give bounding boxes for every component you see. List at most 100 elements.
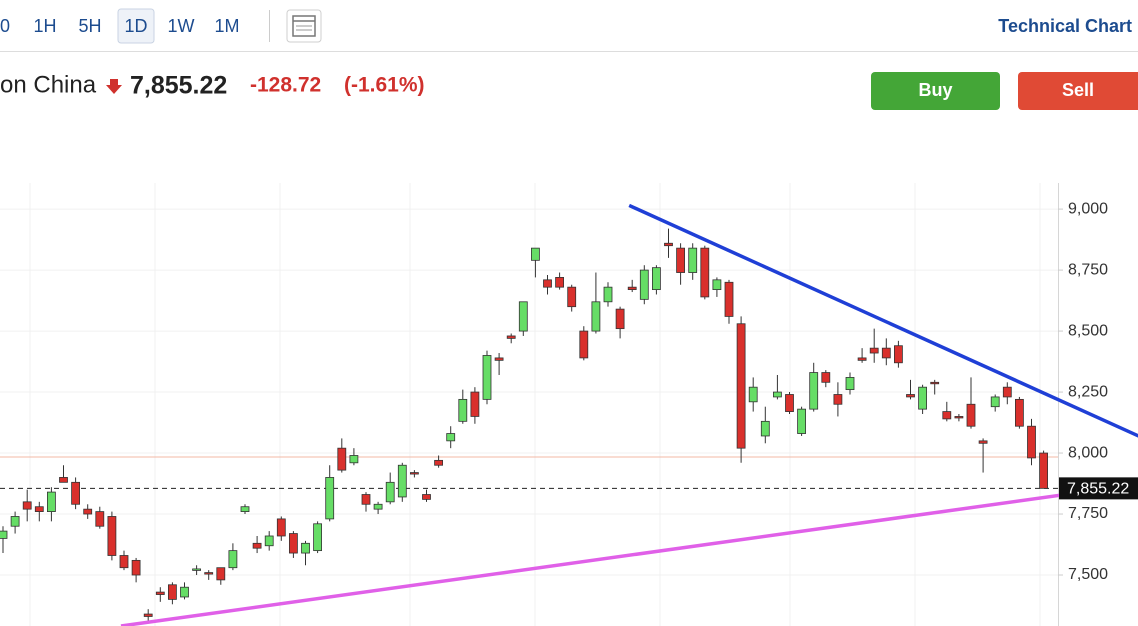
candle-body bbox=[627, 286, 637, 291]
buy-button[interactable] bbox=[871, 72, 1000, 110]
candle-body bbox=[990, 396, 1000, 408]
candle-body bbox=[143, 613, 153, 617]
candle-body bbox=[95, 511, 105, 527]
price-change-pct: (-1.61%) bbox=[344, 74, 425, 97]
active-interval-bg[interactable] bbox=[117, 8, 155, 44]
y-tick-label: 8,750 bbox=[1068, 261, 1108, 278]
candle-body bbox=[482, 355, 492, 400]
candle-body bbox=[700, 247, 710, 298]
candle-body bbox=[228, 550, 238, 569]
interval-button[interactable]: 1W bbox=[168, 16, 195, 36]
sell-label[interactable]: Sell bbox=[1062, 80, 1094, 100]
candle-body bbox=[409, 472, 419, 475]
candle-body bbox=[652, 267, 661, 291]
candle-body bbox=[543, 279, 552, 288]
layout-icon[interactable] bbox=[286, 9, 322, 43]
candle-body bbox=[615, 308, 625, 330]
toolbar bbox=[0, 0, 1138, 52]
candle-body bbox=[712, 279, 722, 291]
candle-body bbox=[252, 542, 262, 549]
sell-button[interactable] bbox=[1018, 72, 1138, 110]
candle-body bbox=[881, 347, 891, 359]
candle-body bbox=[180, 586, 189, 598]
candle-body bbox=[446, 433, 456, 442]
candle-body bbox=[1039, 452, 1048, 489]
candle-body bbox=[930, 381, 940, 385]
candle-body bbox=[809, 372, 819, 410]
candle-body bbox=[204, 572, 214, 575]
interval-button[interactable]: 0 bbox=[0, 16, 10, 36]
candle-body bbox=[458, 398, 468, 422]
candle-body bbox=[736, 323, 746, 449]
candle-body bbox=[71, 481, 80, 505]
candle-body bbox=[313, 523, 323, 552]
candle-body bbox=[192, 568, 202, 571]
candle-body bbox=[918, 386, 927, 410]
candle-body bbox=[276, 518, 286, 537]
candle-body bbox=[531, 247, 540, 261]
candle-body bbox=[567, 286, 577, 308]
candle-body bbox=[869, 347, 879, 354]
plot bbox=[0, 208, 1063, 622]
trend-line bbox=[120, 482, 1138, 626]
candle-body bbox=[0, 530, 8, 539]
candle-body bbox=[591, 301, 601, 332]
candle-body bbox=[83, 508, 93, 515]
candle-body bbox=[494, 357, 504, 361]
icon-glyph bbox=[292, 15, 316, 37]
trend-line bbox=[628, 203, 1138, 438]
candle-body bbox=[240, 506, 250, 512]
candle-body bbox=[34, 506, 44, 512]
candle-body bbox=[664, 242, 673, 247]
candle-body bbox=[216, 567, 226, 581]
candle-body bbox=[785, 394, 794, 412]
interval-button[interactable]: 5H bbox=[78, 16, 101, 36]
price-tag bbox=[1059, 477, 1138, 500]
candle-body bbox=[131, 559, 141, 576]
candle-body bbox=[434, 459, 444, 466]
candle-body bbox=[954, 416, 964, 419]
candle-body bbox=[337, 447, 347, 471]
price-change: -128.72 bbox=[250, 74, 321, 97]
candle-body bbox=[301, 542, 310, 554]
y-tick-label: 9,000 bbox=[1068, 200, 1108, 217]
candle-body bbox=[518, 301, 528, 332]
candle-body bbox=[894, 345, 903, 364]
candle-body bbox=[349, 455, 359, 464]
candle-body bbox=[942, 411, 952, 420]
candle-body bbox=[1015, 398, 1024, 427]
candle-body bbox=[373, 503, 383, 510]
candle-body bbox=[107, 516, 117, 556]
candle-body bbox=[579, 330, 589, 359]
candle-body bbox=[167, 584, 177, 600]
candle-body bbox=[361, 494, 371, 505]
candle-body bbox=[978, 440, 988, 444]
candle-body bbox=[833, 394, 843, 405]
interval-button[interactable]: 1M bbox=[214, 16, 239, 36]
candle-body bbox=[119, 555, 129, 569]
candle-body bbox=[688, 247, 698, 273]
candle-body bbox=[422, 494, 431, 500]
candle-body bbox=[797, 408, 806, 434]
technical-chart-link[interactable]: Technical Chart bbox=[998, 16, 1132, 36]
candle-body bbox=[966, 403, 976, 427]
candle-body bbox=[22, 501, 32, 510]
candle-body bbox=[748, 386, 758, 403]
candle-body bbox=[506, 335, 516, 339]
y-tick-label: 8,500 bbox=[1068, 322, 1108, 339]
candle-body bbox=[10, 516, 20, 527]
y-tick-label: 7,750 bbox=[1068, 505, 1108, 522]
candle-body bbox=[397, 464, 407, 498]
candle-body bbox=[385, 481, 395, 503]
candle-body bbox=[59, 477, 68, 483]
candle-body bbox=[1027, 425, 1036, 459]
buy-label[interactable]: Buy bbox=[918, 80, 952, 100]
interval-button[interactable]: 1D bbox=[124, 16, 147, 36]
candle-body bbox=[724, 281, 734, 317]
y-tick-label: 7,500 bbox=[1068, 566, 1108, 583]
candle-body bbox=[288, 533, 298, 554]
interval-button[interactable]: 1H bbox=[33, 16, 56, 36]
candle-body bbox=[325, 477, 335, 520]
